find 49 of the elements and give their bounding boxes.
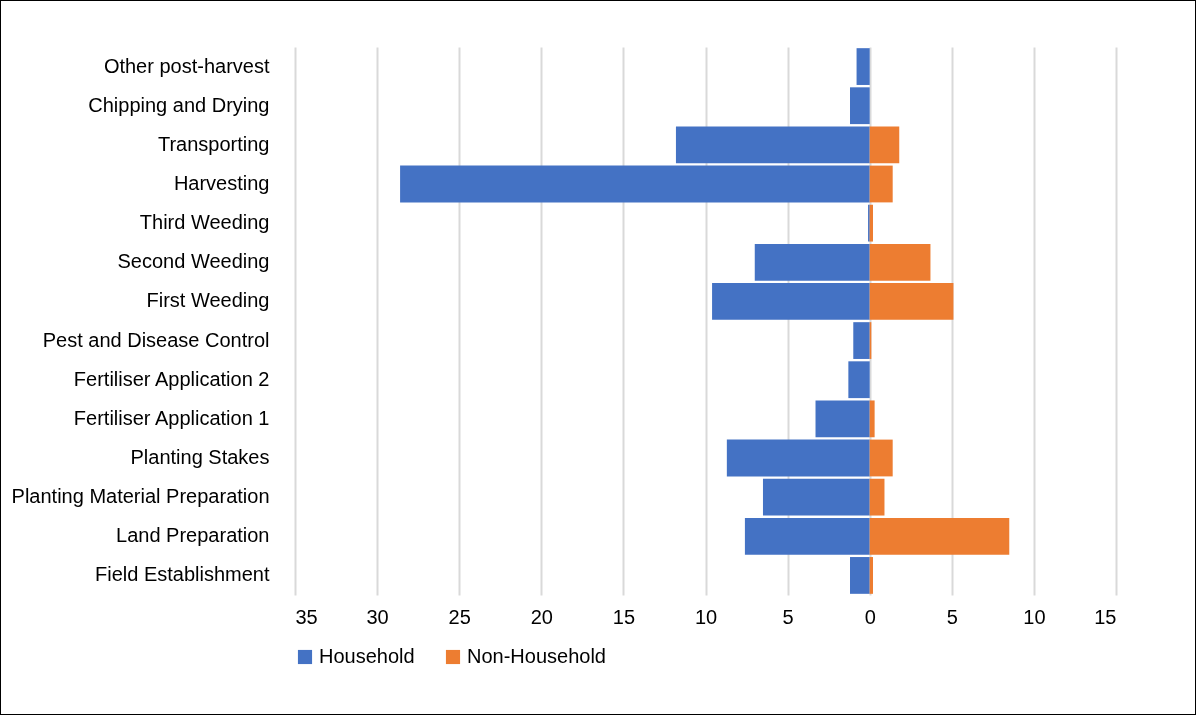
x-tick-label: 0 bbox=[864, 605, 876, 628]
bar bbox=[869, 557, 873, 594]
y-tick-label: Other post-harvest bbox=[103, 54, 270, 77]
x-tick-label: 10 bbox=[1023, 605, 1046, 628]
bar bbox=[675, 126, 870, 164]
y-tick-label: First Weeding bbox=[146, 289, 270, 312]
bar bbox=[762, 478, 870, 516]
y-tick-label: Land Preparation bbox=[116, 524, 270, 547]
bar bbox=[712, 283, 870, 320]
y-tick-label: Chipping and Drying bbox=[88, 93, 270, 116]
bar bbox=[869, 478, 885, 516]
bar bbox=[869, 400, 875, 438]
legend-label: Non-Household bbox=[467, 645, 606, 667]
y-tick-label: Third Weeding bbox=[139, 211, 270, 234]
bar bbox=[726, 439, 870, 477]
x-tick-label: 35 bbox=[295, 605, 318, 628]
bar bbox=[744, 517, 870, 555]
x-tick-label: 10 bbox=[694, 605, 718, 628]
bar bbox=[869, 283, 954, 320]
bar bbox=[850, 557, 870, 594]
x-tick-label: 30 bbox=[366, 605, 389, 628]
x-tick-label: 20 bbox=[530, 605, 553, 628]
y-tick-label: Field Establishment bbox=[94, 563, 270, 586]
bar bbox=[869, 165, 893, 203]
bar bbox=[853, 322, 870, 359]
y-tick-label: Fertiliser Application 2 bbox=[73, 367, 270, 390]
bar bbox=[848, 361, 870, 399]
bar bbox=[400, 165, 870, 203]
x-tick-label: 15 bbox=[612, 605, 636, 628]
y-tick-label: Pest and Disease Control bbox=[42, 328, 270, 351]
y-tick-label: Planting Material Preparation bbox=[11, 485, 270, 508]
bar bbox=[850, 87, 870, 125]
x-tick-label: 15 bbox=[1094, 605, 1117, 628]
bar bbox=[869, 243, 931, 281]
y-tick-label: Second Weeding bbox=[117, 250, 270, 273]
x-tick-label: 25 bbox=[448, 605, 471, 628]
bar bbox=[869, 126, 900, 164]
bar bbox=[869, 517, 1010, 555]
bar bbox=[815, 400, 870, 438]
bar bbox=[869, 439, 893, 477]
x-tick-label: 5 bbox=[946, 605, 958, 628]
legend-label: Household bbox=[319, 645, 415, 667]
bar bbox=[856, 48, 870, 85]
y-tick-label: Harvesting bbox=[173, 172, 270, 194]
x-tick-label: 5 bbox=[782, 605, 794, 628]
y-tick-label: Transporting bbox=[157, 132, 270, 155]
y-tick-label: Planting Stakes bbox=[130, 446, 270, 468]
bar bbox=[754, 243, 870, 281]
y-tick-label: Fertiliser Application 1 bbox=[73, 406, 270, 429]
